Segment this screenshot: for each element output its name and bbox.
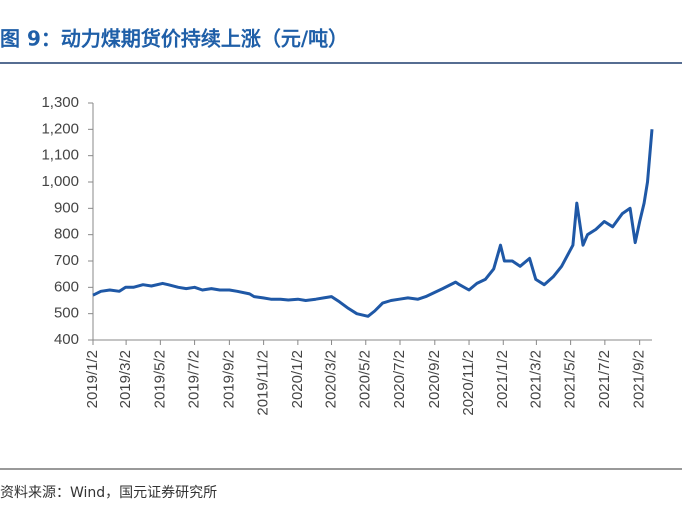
x-tick-label: 2021/5/2 — [562, 350, 579, 408]
x-tick-label: 2020/9/2 — [426, 350, 443, 408]
x-tick-label: 2021/7/2 — [596, 350, 613, 408]
x-tick-label: 2019/1/2 — [84, 350, 101, 408]
y-tick-label: 1,200 — [41, 120, 79, 137]
y-tick-label: 1,000 — [41, 173, 79, 190]
x-tick-label: 2020/11/2 — [460, 350, 477, 416]
x-tick-label: 2019/9/2 — [220, 350, 237, 408]
x-tick-label: 2021/1/2 — [494, 350, 511, 408]
y-tick-label: 800 — [54, 226, 79, 243]
x-tick-label: 2020/7/2 — [391, 350, 408, 408]
y-tick-label: 900 — [54, 199, 79, 216]
y-tick-label: 400 — [54, 331, 79, 348]
y-tick-label: 700 — [54, 252, 79, 269]
price-line — [92, 129, 654, 318]
x-tick-label: 2020/3/2 — [322, 350, 339, 408]
chart-title: 图 9：动力煤期货价持续上涨（元/吨） — [0, 27, 348, 51]
y-tick-label: 1,300 — [41, 94, 79, 111]
x-tick-label: 2019/5/2 — [151, 350, 168, 408]
y-tick-label: 1,100 — [41, 147, 79, 164]
y-tick-label: 600 — [54, 278, 79, 295]
x-tick-label: 2019/7/2 — [186, 350, 203, 408]
x-tick-label: 2019/3/2 — [117, 350, 134, 408]
x-tick-label: 2019/11/2 — [255, 350, 272, 416]
x-tick-label: 2020/1/2 — [289, 350, 306, 408]
y-tick-label: 500 — [54, 305, 79, 322]
x-tick-label: 2020/5/2 — [357, 350, 374, 408]
x-tick-label: 2021/3/2 — [527, 350, 544, 408]
x-tick-label: 2021/9/2 — [631, 350, 648, 408]
source-note: 资料来源：Wind，国元证券研究所 — [0, 485, 217, 501]
